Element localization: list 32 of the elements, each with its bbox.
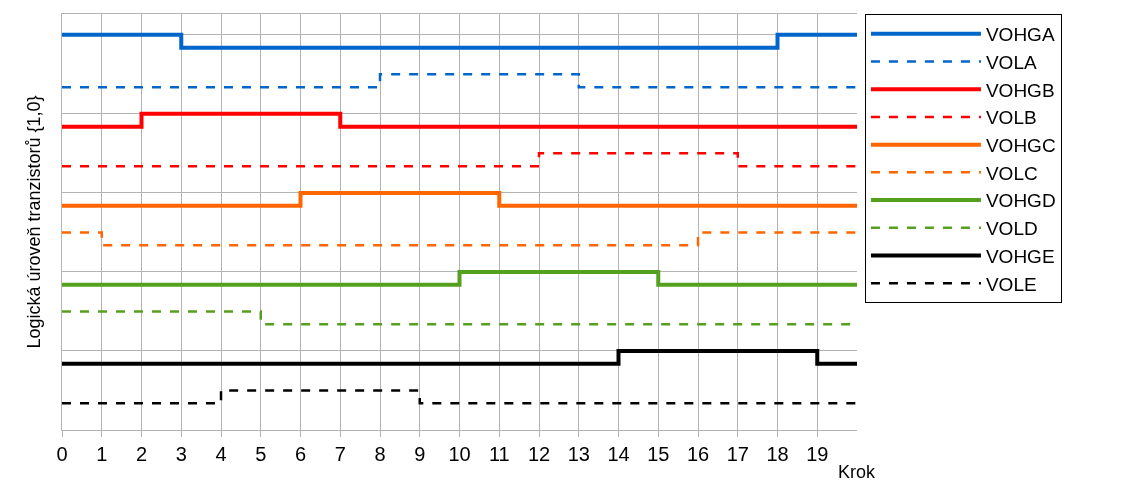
x-tick-label: 11	[488, 443, 510, 465]
text: VOHGC	[985, 135, 1056, 157]
x-tick-label: 12	[527, 443, 551, 465]
x-tick-label: 4	[215, 443, 227, 465]
text: VOHGD	[985, 190, 1056, 212]
x-tick-label: 9	[414, 443, 426, 465]
x-tick-label: 0	[56, 443, 68, 465]
x-tick-label: 16	[686, 443, 710, 465]
x-tick-label: 14	[607, 443, 630, 465]
x-tick-label: 6	[294, 443, 307, 465]
x-tick-label: 7	[334, 443, 346, 465]
text: VOLA	[985, 51, 1037, 73]
y-axis-title: Logická úroveň tranzistorů {1,0}	[24, 95, 45, 349]
text: VOHGA	[985, 24, 1055, 46]
x-tick-label: 18	[766, 443, 789, 465]
text: VOHGE	[985, 245, 1055, 267]
x-tick-label: 5	[255, 443, 267, 465]
x-tick-label: 2	[135, 443, 148, 465]
x-tick-label: 1	[96, 443, 108, 465]
x-tick-label: 19	[806, 443, 829, 465]
text: VOLD	[985, 218, 1038, 240]
x-tick-label: 3	[175, 443, 187, 465]
text: VOHGB	[985, 79, 1055, 101]
text: VOLC	[985, 162, 1038, 184]
x-tick-label: 13	[567, 443, 590, 465]
x-axis-title: Krok	[838, 462, 877, 482]
x-tick-label: 10	[448, 443, 471, 465]
text: VOLB	[985, 107, 1037, 129]
text: VOLE	[985, 273, 1037, 295]
x-tick-label: 17	[726, 443, 749, 465]
x-tick-label: 8	[374, 443, 386, 465]
x-tick-label: 15	[647, 443, 670, 465]
